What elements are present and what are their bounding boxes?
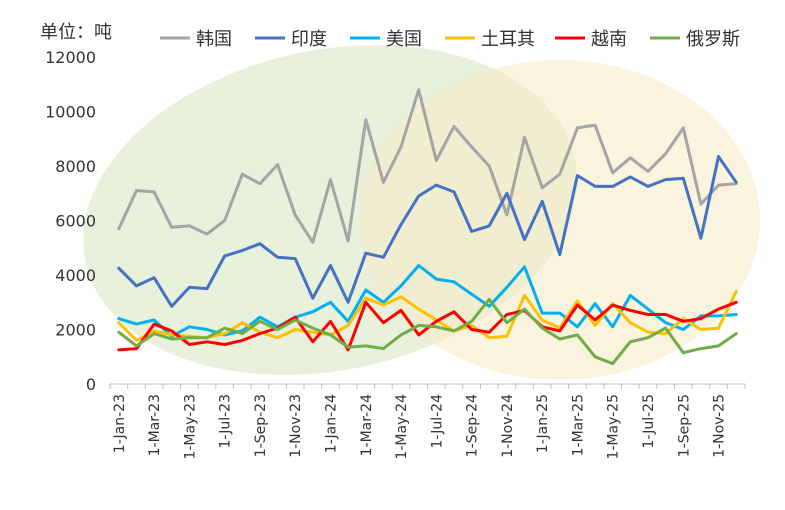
legend-label: 美国 xyxy=(386,29,422,50)
x-tick-label: 1-Jul-23 xyxy=(218,394,234,449)
watermark-background xyxy=(83,45,760,380)
x-tick-label: 1-Jul-25 xyxy=(641,394,657,449)
series-line-俄罗斯 xyxy=(117,298,738,366)
x-tick-label: 1-Sep-23 xyxy=(253,394,269,457)
x-tick-label: 1-Sep-24 xyxy=(465,394,481,457)
legend-label: 俄罗斯 xyxy=(686,29,740,50)
y-tick-label: 8000 xyxy=(55,157,96,176)
x-tick-label: 1-Nov-25 xyxy=(712,394,728,458)
unit-label: 单位：吨 xyxy=(40,22,112,43)
y-tick-label: 10000 xyxy=(45,103,96,122)
y-axis: 0 2000 4000 6000 8000 10000 12000 xyxy=(45,48,96,394)
x-tick-label: 1-May-23 xyxy=(182,394,198,460)
y-tick-label: 2000 xyxy=(55,321,96,340)
x-tick-label: 1-Jan-24 xyxy=(323,394,339,453)
x-tick-label: 1-May-25 xyxy=(606,394,622,460)
series-line-韩国 xyxy=(117,88,738,244)
legend-label: 越南 xyxy=(591,29,627,50)
y-tick-label: 4000 xyxy=(55,266,96,285)
x-tick-label: 1-Mar-25 xyxy=(570,394,586,456)
x-tick-label: 1-Jan-25 xyxy=(535,394,551,453)
series-line-越南 xyxy=(117,300,738,352)
legend-label: 土耳其 xyxy=(481,29,535,50)
y-tick-label: 6000 xyxy=(55,212,96,231)
x-tick-label: 1-Sep-25 xyxy=(676,394,692,457)
x-tick-label: 1-Nov-23 xyxy=(288,394,304,458)
legend: 韩国 印度 美国 土耳其 越南 俄罗斯 xyxy=(160,29,740,50)
legend-label: 韩国 xyxy=(196,29,232,50)
x-axis: 1-Jan-23 1-Mar-23 1-May-23 1-Jul-23 1-Sep-23… xyxy=(109,383,746,460)
x-tick-label: 1-Jan-23 xyxy=(112,394,128,453)
x-tick-label: 1-Mar-24 xyxy=(359,394,375,456)
series-line-印度 xyxy=(117,155,738,308)
x-tick-label: 1-Mar-23 xyxy=(147,394,163,456)
x-tick-label: 1-May-24 xyxy=(394,394,410,460)
x-tick-label: 1-Nov-24 xyxy=(500,394,516,458)
series-layer xyxy=(117,88,738,366)
y-tick-label: 12000 xyxy=(45,48,96,67)
y-tick-label: 0 xyxy=(86,375,96,394)
legend-label: 印度 xyxy=(291,29,327,50)
series-line-土耳其 xyxy=(117,289,738,342)
x-tick-label: 1-Jul-24 xyxy=(429,394,445,449)
